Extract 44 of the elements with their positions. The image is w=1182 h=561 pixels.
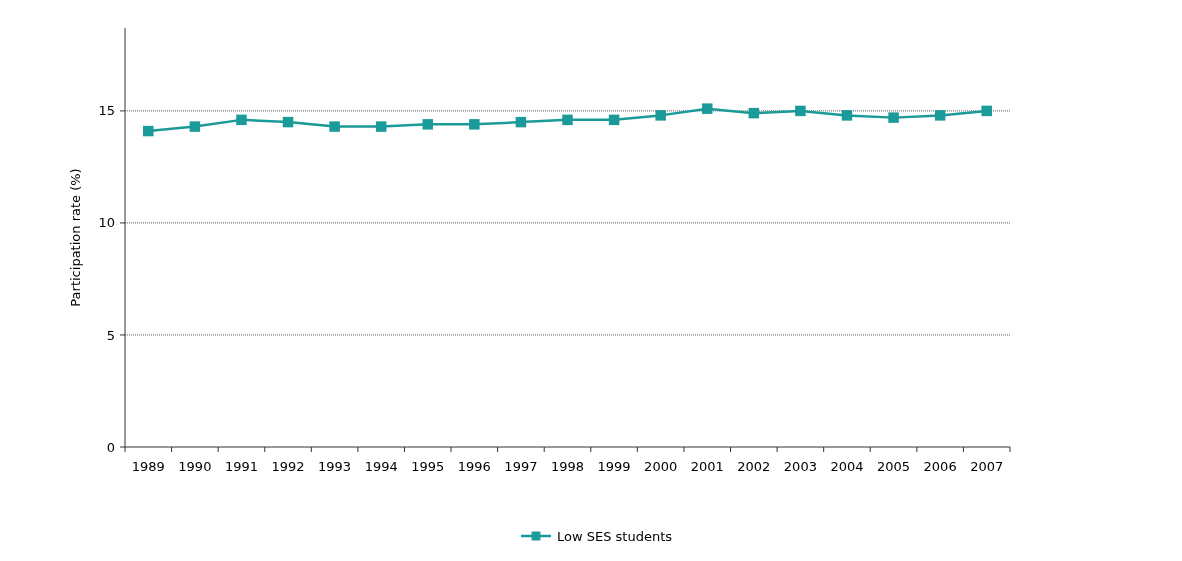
point	[981, 105, 992, 117]
x-tick-label: 2000	[644, 459, 678, 474]
point	[841, 110, 853, 121]
point	[515, 116, 527, 128]
x-tick-label: 1999	[597, 459, 631, 474]
x-tick-label: 1996	[457, 459, 491, 474]
legend-label: Low SES students	[557, 528, 673, 544]
point	[562, 114, 573, 126]
point	[795, 105, 806, 117]
point	[888, 112, 899, 123]
point	[375, 121, 387, 132]
x-tick-label: 2006	[923, 459, 957, 474]
point	[608, 114, 620, 126]
y-tick-label: 10	[98, 215, 115, 231]
x-tick-label: 2005	[877, 459, 911, 474]
point	[422, 119, 434, 130]
point	[329, 121, 340, 132]
x-tick-label: 1994	[364, 459, 398, 474]
y-tick-label: 0	[106, 439, 115, 455]
x-tick-label: 1991	[224, 459, 258, 474]
point	[469, 119, 480, 130]
point	[189, 121, 201, 132]
point	[701, 103, 713, 114]
x-tick-label: 1992	[271, 459, 305, 474]
point	[934, 110, 946, 121]
x-tick-label: 1997	[504, 459, 538, 474]
x-tick-label: 2007	[970, 459, 1004, 474]
y-tick-label: 15	[98, 103, 115, 119]
point	[282, 116, 294, 128]
point	[748, 107, 760, 119]
x-tick-label: 1993	[318, 459, 352, 474]
point	[236, 114, 247, 126]
y-axis-title: Participation rate (%)	[68, 168, 83, 307]
x-tick-label: 1998	[550, 459, 585, 474]
x-tick-label: 1990	[178, 459, 212, 474]
x-tick-label: 2001	[690, 459, 724, 474]
x-tick-label: 2003	[783, 459, 817, 474]
x-tick-label: 1995	[411, 459, 445, 474]
point	[655, 110, 666, 121]
point	[143, 125, 154, 137]
x-tick-label: 1989	[131, 459, 165, 474]
x-tick-label: 2004	[830, 459, 864, 474]
y-tick-label: 5	[106, 327, 115, 343]
x-tick-label: 2002	[737, 459, 771, 474]
